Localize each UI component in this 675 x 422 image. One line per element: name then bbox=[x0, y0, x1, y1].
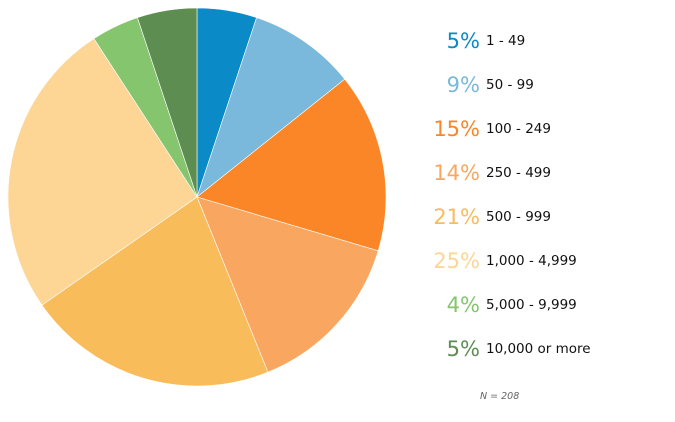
legend-percent: 5% bbox=[446, 337, 480, 361]
pie-slice bbox=[196, 78, 387, 252]
legend-label: 5,000 - 9,999 bbox=[486, 297, 577, 313]
legend-label: 1 - 49 bbox=[486, 33, 526, 49]
legend-percent: 14% bbox=[433, 161, 480, 185]
legend-item: 14% 250 - 499 bbox=[410, 156, 650, 200]
legend-label: 250 - 499 bbox=[486, 165, 551, 181]
legend-percent: 9% bbox=[446, 73, 480, 97]
pie-slice bbox=[7, 38, 198, 306]
legend-percent: 21% bbox=[433, 205, 480, 229]
legend-item: 25% 1,000 - 4,999 bbox=[410, 244, 650, 288]
pie-slice bbox=[196, 17, 346, 198]
legend-item: 4% 5,000 - 9,999 bbox=[410, 288, 650, 332]
legend-label: 50 - 99 bbox=[486, 77, 534, 93]
legend-percent: 4% bbox=[446, 293, 480, 317]
legend-label: 10,000 or more bbox=[486, 341, 591, 357]
legend-item: 15% 100 - 249 bbox=[410, 112, 650, 156]
pie-chart bbox=[7, 7, 387, 387]
legend-item: 21% 500 - 999 bbox=[410, 200, 650, 244]
legend-item: 5% 10,000 or more bbox=[410, 332, 650, 376]
legend-percent: 5% bbox=[446, 29, 480, 53]
legend-label: 100 - 249 bbox=[486, 121, 551, 137]
legend-percent: 15% bbox=[433, 117, 480, 141]
legend-item: 5% 1 - 49 bbox=[410, 24, 650, 68]
pie-slice bbox=[41, 196, 269, 387]
legend-label: 1,000 - 4,999 bbox=[486, 253, 577, 269]
legend-label: 500 - 999 bbox=[486, 209, 551, 225]
pie-slice bbox=[196, 196, 379, 373]
legend: 5% 1 - 49 9% 50 - 99 15% 100 - 249 14% 2… bbox=[410, 24, 650, 376]
sample-size-note: N = 208 bbox=[480, 391, 520, 402]
legend-percent: 25% bbox=[433, 249, 480, 273]
legend-item: 9% 50 - 99 bbox=[410, 68, 650, 112]
pie-slice bbox=[137, 7, 198, 198]
